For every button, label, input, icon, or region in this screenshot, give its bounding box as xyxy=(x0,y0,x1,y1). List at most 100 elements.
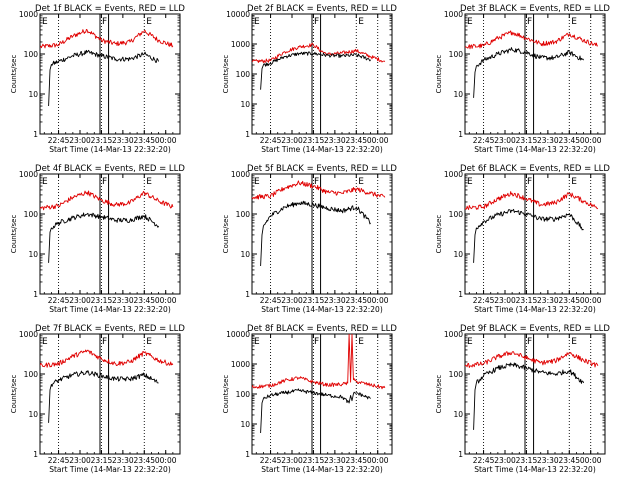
series-group xyxy=(40,190,174,263)
y-tick-label: 100 xyxy=(24,50,39,59)
x-tick-label: 23:30 xyxy=(537,136,559,145)
y-tick-label: 1000 xyxy=(231,40,250,49)
marker-letter: F xyxy=(314,17,319,27)
y-tick-label: 100 xyxy=(24,210,39,219)
panel-title: Det 4f BLACK = Events, RED = LLD xyxy=(35,164,185,174)
x-axis-label: Start Time (14-Mar-13 22:32:20) xyxy=(49,145,171,154)
y-tick-label: 1 xyxy=(458,450,463,459)
marker-letter: E xyxy=(571,177,577,187)
series-group xyxy=(40,349,174,423)
y-tick-label: 10 xyxy=(453,250,463,259)
events-rate-line xyxy=(48,212,159,263)
y-axis-label: Counts/sec xyxy=(435,375,443,414)
y-axis-label: Counts/sec xyxy=(222,55,230,94)
x-tick-label: 22:45 xyxy=(473,136,495,145)
marker-letter: F xyxy=(314,177,319,187)
y-axis-label: Counts/sec xyxy=(435,55,443,94)
x-tick-label: 23:45 xyxy=(558,296,580,305)
y-tick-label: 100 xyxy=(449,210,464,219)
y-tick-label: 1000 xyxy=(19,330,38,339)
events-rate-line xyxy=(48,370,159,423)
y-tick-label: 10 xyxy=(28,90,38,99)
x-tick-label: 00:00 xyxy=(155,136,177,145)
marker-letter: E xyxy=(146,17,152,27)
x-tick-label: 23:15 xyxy=(516,296,538,305)
x-tick-label: 23:45 xyxy=(345,456,367,465)
marker-letter: E xyxy=(571,17,577,27)
series-group xyxy=(465,351,599,430)
y-axis-label: Counts/sec xyxy=(435,215,443,254)
panel-title: Det 1f BLACK = Events, RED = LLD xyxy=(35,4,185,14)
lld-rate-line xyxy=(40,28,174,49)
plot-frame xyxy=(39,13,181,135)
marker-letter: E xyxy=(358,337,364,347)
marker-letter: F xyxy=(527,17,532,27)
y-tick-label: 100 xyxy=(236,70,251,79)
events-rate-line xyxy=(260,200,371,267)
y-tick-label: 10 xyxy=(28,410,38,419)
lld-rate-line xyxy=(252,334,386,390)
marker-letter: E xyxy=(254,17,260,27)
x-tick-label: 23:15 xyxy=(303,456,325,465)
y-tick-label: 10 xyxy=(240,420,250,429)
panel-title: Det 8f BLACK = Events, RED = LLD xyxy=(247,324,397,334)
plot-frame xyxy=(464,333,606,455)
series-group xyxy=(252,334,386,434)
y-tick-label: 1 xyxy=(245,450,250,459)
y-axis-label: Counts/sec xyxy=(10,215,18,254)
y-tick-label: 100 xyxy=(24,370,39,379)
marker-letter: E xyxy=(146,337,152,347)
det-panel: Det 7f BLACK = Events, RED = LLD 1 10 100 10… xyxy=(10,324,185,474)
x-tick-label: 23:30 xyxy=(324,456,346,465)
y-tick-label: 1 xyxy=(458,130,463,139)
x-tick-label: 23:30 xyxy=(112,296,134,305)
y-axis-label: Counts/sec xyxy=(222,375,230,414)
x-tick-label: 23:00 xyxy=(494,456,516,465)
x-tick-label: 00:00 xyxy=(580,456,602,465)
marker-letter: E xyxy=(467,177,473,187)
det-panel: Det 5f BLACK = Events, RED = LLD 1 10 100 10… xyxy=(222,164,397,314)
lld-rate-line xyxy=(252,42,386,64)
x-tick-label: 23:15 xyxy=(303,296,325,305)
x-axis-label: Start Time (14-Mar-13 22:32:20) xyxy=(474,145,596,154)
y-tick-label: 1000 xyxy=(231,360,250,369)
x-tick-label: 23:15 xyxy=(516,456,538,465)
det-panel: Det 1f BLACK = Events, RED = LLD 1 10 100 10… xyxy=(10,4,185,154)
x-tick-label: 00:00 xyxy=(367,296,389,305)
x-tick-label: 00:00 xyxy=(367,456,389,465)
x-tick-label: 23:30 xyxy=(112,456,134,465)
y-tick-label: 100 xyxy=(236,210,251,219)
events-rate-line xyxy=(473,208,584,263)
x-tick-label: 22:45 xyxy=(260,136,282,145)
y-tick-label: 10000 xyxy=(226,10,250,19)
y-tick-label: 1 xyxy=(33,290,38,299)
x-tick-label: 23:00 xyxy=(281,136,303,145)
marker-letter: E xyxy=(358,177,364,187)
marker-letter: E xyxy=(254,337,260,347)
x-tick-label: 23:00 xyxy=(69,296,91,305)
y-axis-label: Counts/sec xyxy=(10,55,18,94)
x-tick-label: 23:15 xyxy=(91,296,113,305)
series-group xyxy=(465,191,599,263)
x-tick-label: 22:45 xyxy=(48,136,70,145)
y-tick-label: 1 xyxy=(33,450,38,459)
events-rate-line xyxy=(260,51,371,90)
y-tick-label: 1000 xyxy=(19,10,38,19)
y-axis-label: Counts/sec xyxy=(10,375,18,414)
y-tick-label: 10 xyxy=(453,90,463,99)
plot-frame xyxy=(39,173,181,295)
y-tick-label: 10000 xyxy=(226,330,250,339)
x-tick-label: 00:00 xyxy=(580,136,602,145)
events-rate-line xyxy=(473,47,584,98)
x-tick-label: 23:30 xyxy=(324,136,346,145)
series-group xyxy=(465,30,599,98)
marker-letter: E xyxy=(571,337,577,347)
x-tick-label: 23:00 xyxy=(494,296,516,305)
marker-letter: E xyxy=(254,177,260,187)
marker-letter: E xyxy=(42,17,48,27)
y-tick-label: 10 xyxy=(240,100,250,109)
y-tick-label: 10 xyxy=(240,250,250,259)
panel-title: Det 3f BLACK = Events, RED = LLD xyxy=(460,4,610,14)
x-tick-label: 23:45 xyxy=(558,136,580,145)
x-tick-label: 00:00 xyxy=(367,136,389,145)
